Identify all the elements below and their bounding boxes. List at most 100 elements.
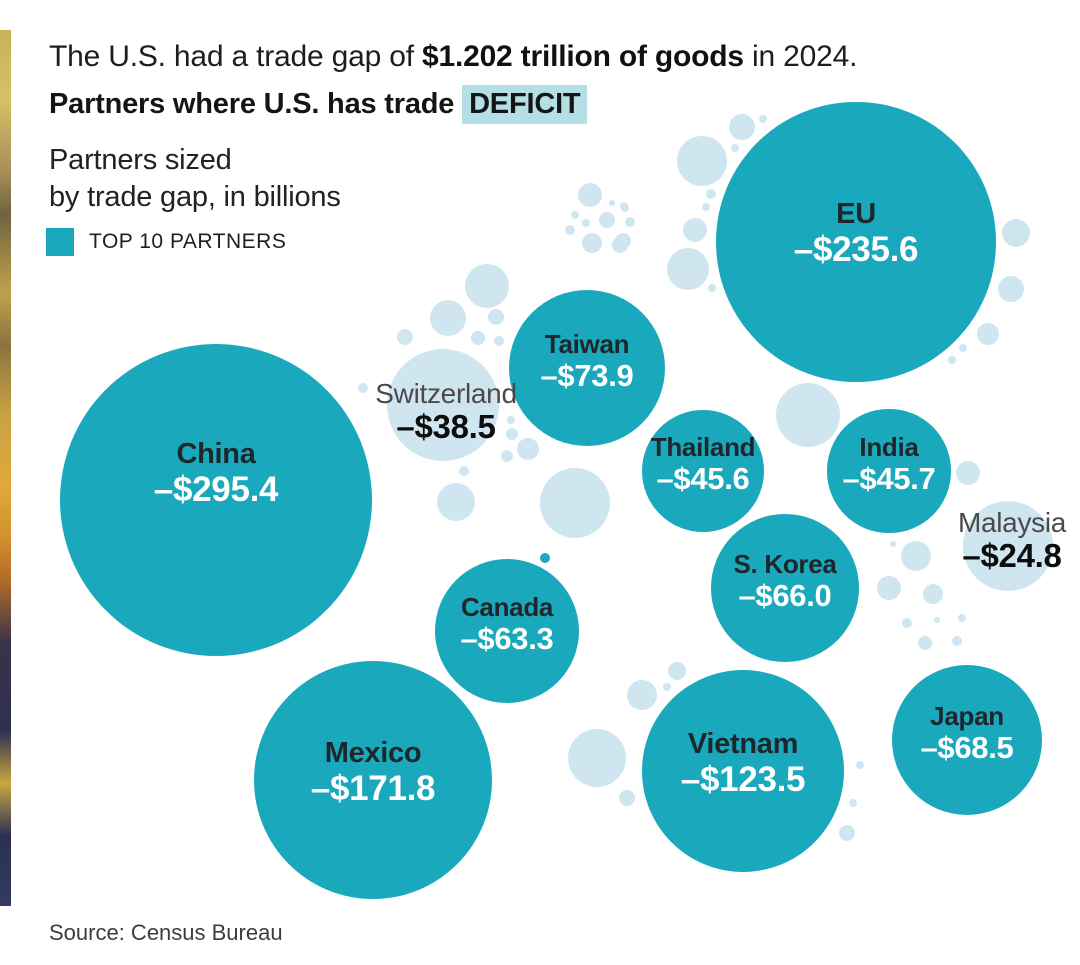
decorative-partner-bubble [582,219,590,227]
bubble-canada [434,558,580,704]
bubble-value: –$68.5 [920,730,1014,766]
legend: TOP 10 PARTNERS [46,228,286,256]
bubble-name: Malaysia [957,506,1067,538]
bubble-label-malaysia: Malaysia –$24.8 [958,507,1066,575]
decorative-partner-bubble [612,237,628,253]
decorative-partner-bubble [958,614,966,622]
bubble-value: –$45.6 [656,461,750,497]
bubble-value: –$24.8 [962,537,1062,575]
bubble-name: Vietnam [687,728,799,761]
decorative-partner-bubble [609,200,615,206]
title-pre: The U.S. had a trade gap of [49,40,422,73]
decorative-partner-bubble [494,336,504,346]
bubble-name: Japan [930,701,1004,732]
legend-swatch-icon [46,228,74,256]
title-bold: $1.202 trillion of goods [421,40,744,73]
bubble-india [827,409,951,533]
bubble-eu [716,102,996,382]
decorative-partner-bubble [668,662,686,680]
bubble-china [59,343,373,657]
title-post: in 2024. [743,40,858,73]
bubble-name: Taiwan [544,329,630,360]
bubble-name: S. Korea [733,549,837,580]
chart-subtitle: Partners where U.S. has trade DEFICIT [49,85,588,124]
decorative-partner-bubble [849,799,857,807]
decorative-partner-bubble [471,331,485,345]
decorative-partner-bubble [948,356,956,364]
bubble-name: Switzerland [375,377,517,409]
subtitle-pre: Partners where U.S. has trade [49,88,463,120]
decorative-partner-bubble [901,541,931,571]
bubble-vietnam [641,669,845,873]
bubble-value: –$63.3 [460,621,554,657]
decorative-partner-bubble [568,729,626,787]
decorative-partner-bubble [776,383,840,447]
bubble-value: –$45.7 [842,461,936,497]
bubble-taiwan [508,289,666,447]
bubble-label-eu: EU –$235.6 [793,198,919,270]
decorative-partner-bubble [430,300,466,336]
decorative-partner-bubble [956,461,980,485]
decorative-partner-bubble [358,383,368,393]
bubble-label-thailand: Thailand –$45.6 [651,432,756,497]
sizing-note: Partners sized by trade gap, in billions [49,142,341,216]
bubble-name: India [859,432,919,463]
bubble-malaysia [962,500,1054,592]
sizing-note-line1: Partners sized [49,144,232,176]
decorative-partner-bubble [839,825,855,841]
decorative-partner-bubble [540,468,610,538]
bubble-value: –$38.5 [396,408,496,446]
decorative-partner-bubble [397,329,413,345]
decorative-partner-bubble [683,218,707,242]
bubble-name: Canada [460,592,554,623]
decorative-partner-bubble [998,276,1024,302]
bubble-value: –$235.6 [793,230,919,270]
bubble-label-s-korea: S. Korea –$66.0 [733,549,837,614]
decorative-partner-bubble [501,450,513,462]
bubble-label-india: India –$45.7 [842,432,936,497]
bubble-switzerland [386,348,500,462]
bubble-name: Mexico [324,737,422,770]
bubble-label-switzerland: Switzerland –$38.5 [375,377,517,446]
decorative-partner-bubble [934,617,940,623]
bubble-value: –$295.4 [153,470,279,510]
decorative-partner-bubble [1002,219,1030,247]
decorative-partner-bubble [890,541,896,547]
decorative-partner-bubble [625,217,635,227]
decorative-partner-bubble [507,416,515,424]
decorative-partner-bubble [663,683,671,691]
bubble-label-vietnam: Vietnam –$123.5 [680,728,806,800]
decorative-partner-bubble [571,211,579,219]
decorative-partner-bubble [708,284,716,292]
page-title: The U.S. had a trade gap of $1.202 trill… [49,40,857,74]
legend-label: TOP 10 PARTNERS [89,230,287,253]
bubble-thailand [641,409,765,533]
deficit-highlight: DEFICIT [462,85,588,124]
decorative-partner-bubble [437,483,475,521]
decorative-partner-bubble [506,428,518,440]
decorative-partner-bubble [459,466,469,476]
decorative-partner-bubble [959,344,967,352]
bubble-label-taiwan: Taiwan –$73.9 [540,329,633,394]
decorative-partner-bubble [667,248,709,290]
decorative-partner-bubble [923,584,943,604]
decorative-partner-bubble [731,144,739,152]
decorative-partner-bubble [619,790,635,806]
bubble-japan [891,664,1043,816]
decorative-partner-bubble [759,115,767,123]
decorative-partner-bubble [540,553,550,563]
decorative-partner-bubble [706,189,716,199]
bubble-label-china: China –$295.4 [153,438,279,510]
bubble-name: China [176,438,256,471]
decorative-partner-bubble [465,264,509,308]
bubble-value: –$123.5 [680,760,806,800]
decorative-partner-bubble [488,309,504,325]
bubble-label-japan: Japan –$68.5 [920,701,1014,766]
decorative-partner-bubble [578,183,602,207]
left-photo-strip [0,30,11,906]
decorative-partner-bubble [599,212,615,228]
decorative-partner-bubble [856,761,864,769]
bubble-label-canada: Canada –$63.3 [460,592,554,657]
